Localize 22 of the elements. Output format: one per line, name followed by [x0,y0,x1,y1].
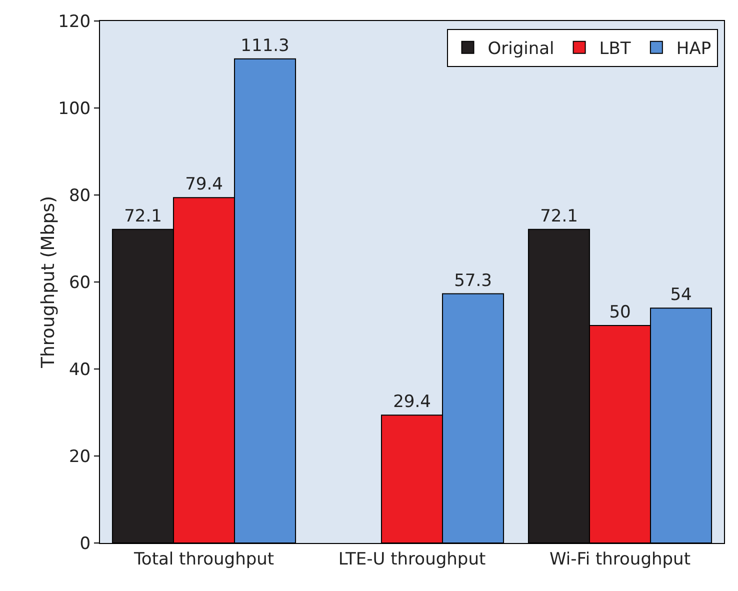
data-label: 29.4 [393,392,431,412]
y-tick-label: 60 [68,272,91,293]
x-tick-label: Wi-Fi throughput [550,549,691,570]
data-label: 79.4 [185,174,223,195]
data-label: 72.1 [540,206,578,226]
x-tick-label: LTE-U throughput [338,549,486,570]
y-tick-label: 100 [58,98,91,119]
data-label: 54 [670,285,692,306]
y-tick-label: 80 [68,186,91,206]
legend-label: Original [488,39,554,60]
y-axis-title: Throughput (Mbps) [38,196,59,370]
data-label: 50 [609,302,631,322]
data-label: 111.3 [240,36,290,56]
legend-label: LBT [599,39,632,60]
data-label: 72.1 [124,206,162,226]
y-tick-label: 0 [80,534,91,554]
legend-label: HAP [676,39,712,60]
y-tick-label: 20 [68,446,91,467]
data-label: 57.3 [454,270,492,291]
x-tick-label: Total throughput [132,549,274,570]
y-tick-label: 40 [68,360,91,380]
y-tick-label: 120 [58,12,91,32]
